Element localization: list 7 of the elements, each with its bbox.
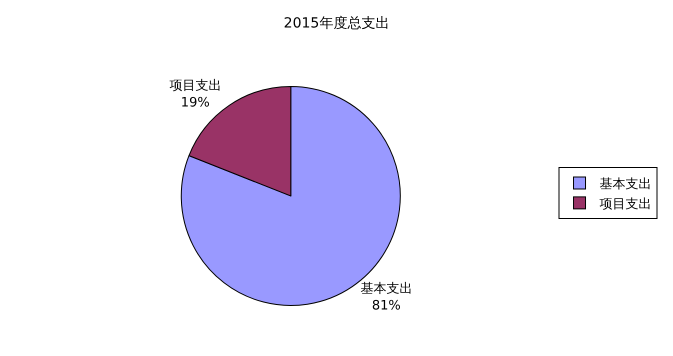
- slice-label: 基本支出: [360, 282, 412, 297]
- legend-label: 基本支出: [600, 177, 652, 192]
- data-label: 19%: [180, 95, 210, 110]
- data-label: 81%: [372, 298, 401, 314]
- legend-label: 项目支出: [600, 196, 652, 212]
- slice-label: 项目支出: [169, 78, 222, 94]
- chart-title: 2015年度总支出: [284, 16, 390, 32]
